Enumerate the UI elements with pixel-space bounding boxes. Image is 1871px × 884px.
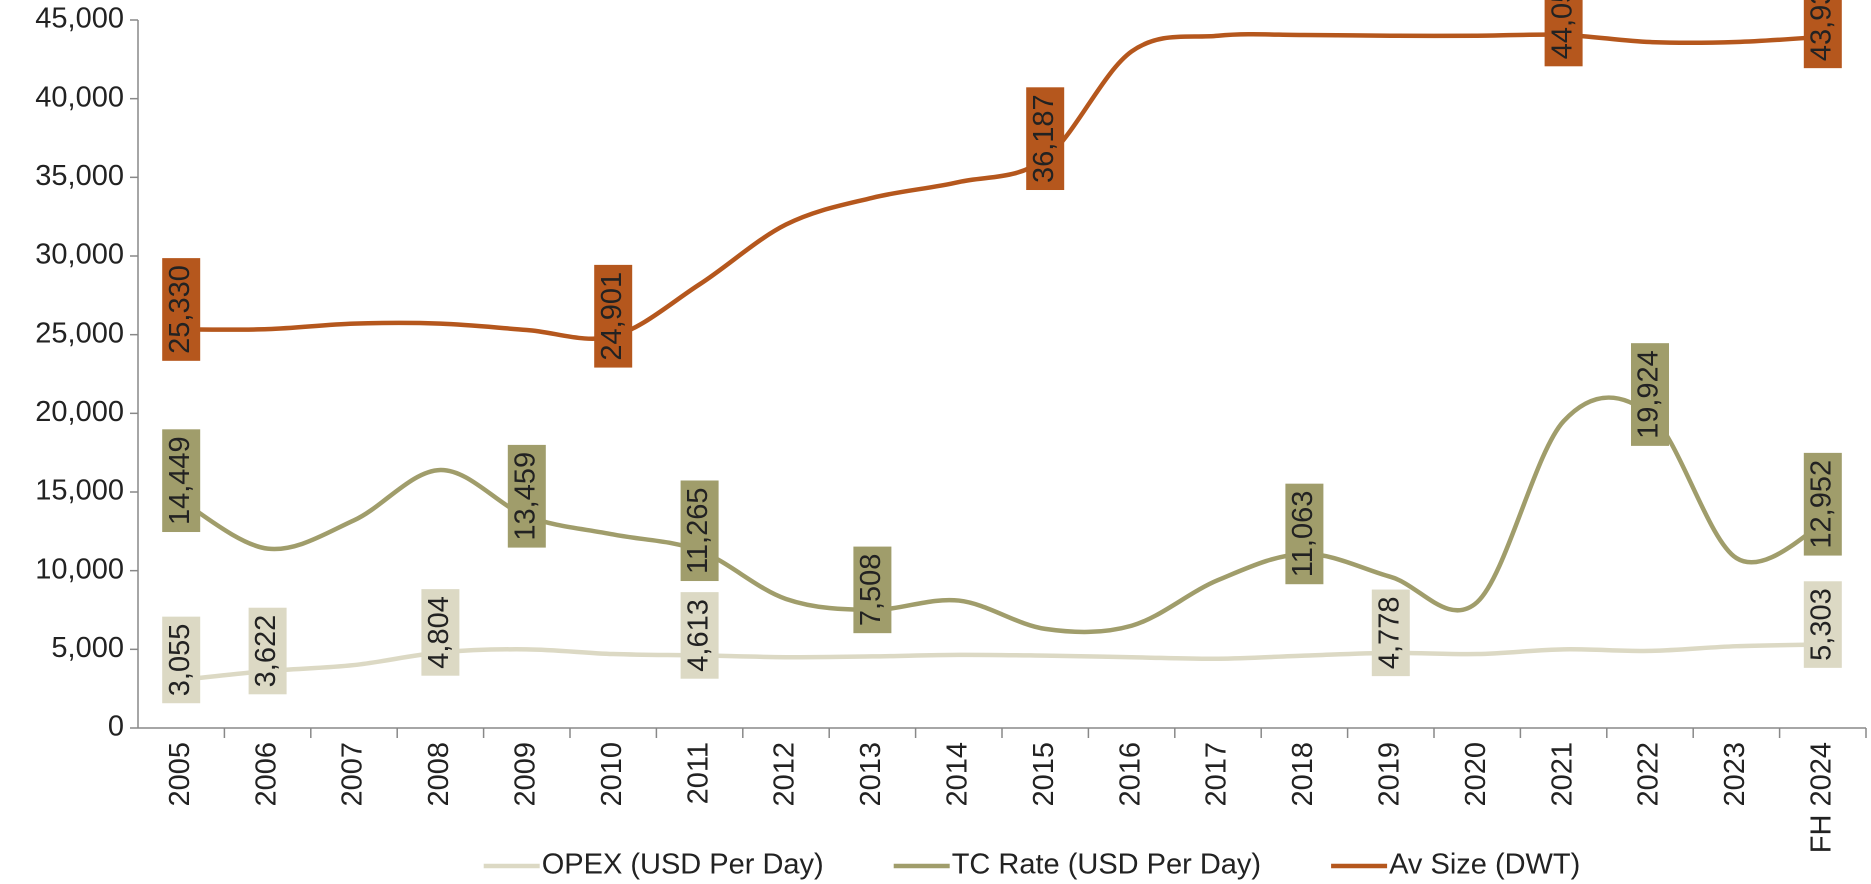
data-label: 4,778: [1371, 589, 1410, 677]
data-label-text: 3,622: [250, 615, 282, 688]
x-tick-label: 2021: [1546, 742, 1578, 807]
data-label-text: 25,330: [164, 265, 196, 354]
data-label-bg: [1285, 483, 1324, 585]
data-label: 5,303: [1803, 581, 1842, 668]
data-label-bg: [162, 616, 201, 704]
x-tick-label: 2010: [596, 742, 628, 807]
x-tick-label: 2009: [509, 742, 541, 807]
data-label-bg: [507, 444, 546, 548]
y-tick-label: 5,000: [51, 632, 124, 664]
x-tick-label: 2023: [1719, 742, 1751, 807]
y-tick-label: 35,000: [35, 160, 124, 192]
data-label-bg: [1371, 589, 1410, 677]
data-label-text: 43,932: [1805, 0, 1837, 61]
series-line: [181, 32, 1823, 341]
x-tick-label: 2011: [682, 742, 714, 804]
x-tick-label: 2018: [1287, 742, 1319, 807]
data-label: 4,613: [680, 592, 719, 679]
series-line: [180, 395, 1824, 635]
x-tick-label: 2015: [1028, 742, 1060, 807]
data-label-text: 19,924: [1633, 350, 1665, 439]
data-label: 3,622: [248, 607, 287, 695]
data-label-bg: [162, 429, 201, 533]
data-label: 25,330: [162, 258, 201, 361]
data-label-bg: [1631, 343, 1669, 446]
x-tick-label: 2014: [941, 742, 973, 807]
data-label-bg: [1026, 87, 1065, 191]
data-label: 44,050: [1544, 0, 1583, 67]
data-label: 7,508: [853, 546, 892, 634]
data-label: 13,459: [507, 444, 546, 548]
data-label: 36,187: [1026, 87, 1065, 191]
data-label-bg: [680, 480, 719, 582]
data-label-bg: [680, 592, 719, 679]
data-label: 43,932: [1803, 0, 1842, 69]
data-label-text: 11,063: [1287, 491, 1319, 578]
data-label-bg: [1544, 0, 1583, 67]
y-tick-label: 45,000: [35, 3, 124, 35]
data-label: 11,063: [1285, 483, 1324, 585]
y-tick-label: 0: [108, 711, 124, 743]
data-label-text: 4,804: [423, 596, 455, 669]
data-label-text: 11,265: [682, 487, 714, 574]
y-tick-label: 40,000: [35, 81, 124, 113]
legend-label: TC Rate (USD Per Day): [952, 849, 1261, 881]
data-label-bg: [248, 607, 287, 695]
data-label-text: 13,459: [509, 452, 541, 541]
data-label-bg: [1803, 581, 1842, 668]
legend: OPEX (USD Per Day) TC Rate (USD Per Day) A…: [483, 849, 1580, 881]
data-label-text: 44,050: [1546, 0, 1578, 59]
x-tick-label: 2016: [1114, 742, 1146, 807]
x-tick-label: 2017: [1201, 742, 1233, 807]
x-tick-label: 2005: [164, 742, 196, 807]
data-label: 3,055: [162, 616, 201, 704]
data-label: 19,924: [1631, 343, 1669, 446]
data-label-text: 36,187: [1028, 94, 1060, 183]
data-label: 11,265: [680, 480, 719, 582]
data-label-bg: [1803, 452, 1842, 556]
x-tick-label: FH 2024: [1805, 742, 1837, 853]
data-label: 14,449: [162, 429, 201, 533]
data-label-bg: [421, 589, 460, 676]
legend-label: Av Size (DWT): [1389, 849, 1580, 881]
x-tick-label: 2007: [337, 742, 369, 807]
y-tick-label: 10,000: [35, 553, 124, 585]
x-tick-label: 2006: [250, 742, 282, 807]
x-tick-label: 2020: [1460, 742, 1492, 807]
data-label-bg: [594, 264, 633, 368]
x-tick-label: 2008: [423, 742, 455, 807]
data-label-text: 4,778: [1373, 597, 1405, 670]
data-label-text: 12,952: [1805, 460, 1837, 549]
x-tick-label: 2019: [1373, 742, 1405, 807]
data-label-bg: [162, 258, 201, 361]
data-label-bg: [1803, 0, 1842, 69]
legend-label: OPEX (USD Per Day): [542, 849, 824, 881]
data-label-text: 5,303: [1805, 588, 1837, 661]
data-label-text: 4,613: [682, 599, 714, 672]
data-label-text: 14,449: [164, 436, 196, 525]
data-label: 4,804: [421, 589, 460, 676]
x-tick-label: 2012: [769, 742, 801, 807]
y-tick-label: 15,000: [35, 475, 124, 507]
data-label-text: 7,508: [855, 554, 887, 627]
data-label: 12,952: [1803, 452, 1842, 556]
x-tick-label: 2013: [855, 742, 887, 807]
data-label: 24,901: [594, 264, 633, 368]
data-label-text: 24,901: [596, 272, 628, 361]
y-tick-label: 30,000: [35, 239, 124, 271]
data-label-text: 3,055: [164, 624, 196, 697]
y-tick-label: 25,000: [35, 317, 124, 349]
y-tick-label: 20,000: [35, 396, 124, 428]
data-label-bg: [853, 546, 892, 634]
x-tick-label: 2022: [1633, 742, 1665, 807]
